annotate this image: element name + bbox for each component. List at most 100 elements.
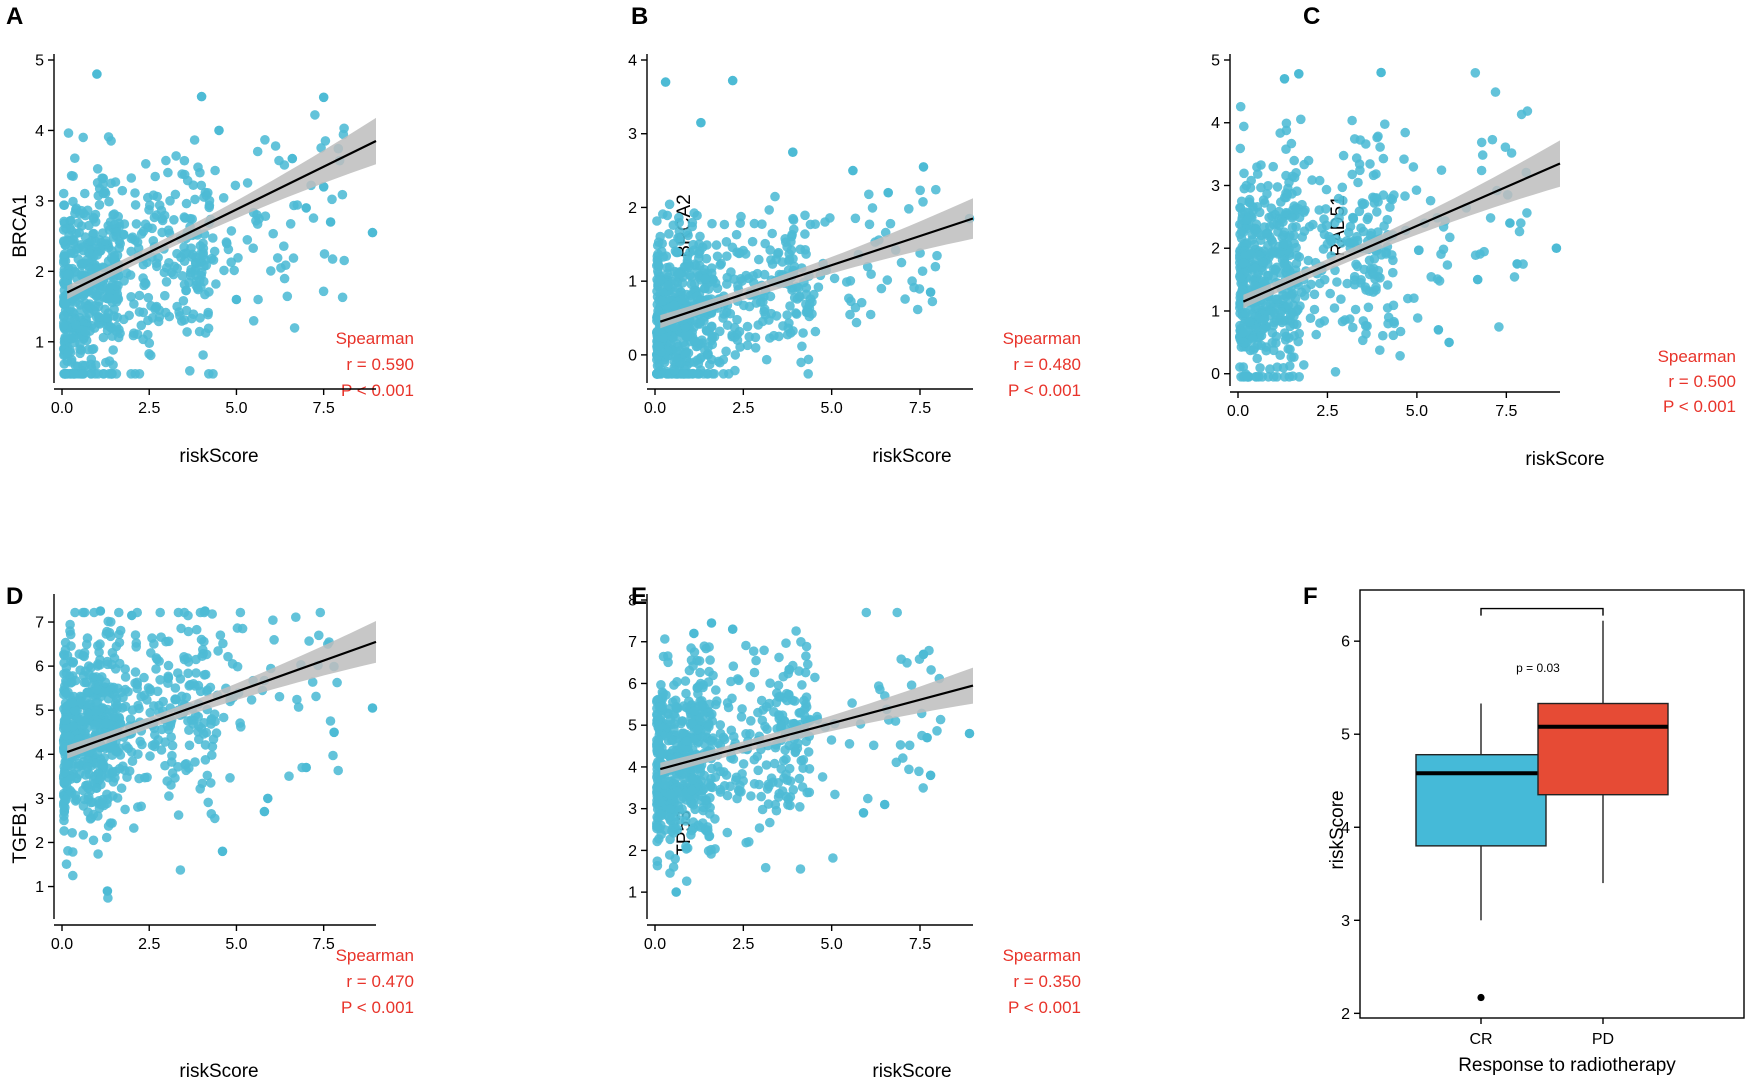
data-point (232, 623, 243, 633)
data-point (178, 296, 189, 306)
data-point (801, 651, 811, 661)
data-point (132, 677, 142, 688)
data-point (311, 691, 321, 702)
data-point (293, 702, 304, 712)
data-point (868, 740, 879, 751)
data-point (288, 253, 299, 263)
data-point (1442, 260, 1453, 270)
data-point (190, 194, 200, 205)
data-point (873, 681, 884, 691)
data-point (664, 812, 674, 823)
panel-d-stats-r: r = 0.470 (346, 972, 414, 991)
data-point (681, 844, 692, 854)
data-point (652, 251, 663, 262)
data-point (136, 320, 147, 331)
data-point (800, 210, 810, 221)
data-point (169, 215, 179, 225)
data-point (242, 178, 253, 188)
data-point (801, 702, 812, 712)
data-point (1253, 227, 1263, 238)
data-point (1364, 255, 1375, 266)
data-point (653, 276, 663, 287)
data-point (159, 267, 170, 278)
data-point (756, 695, 767, 706)
data-point (812, 711, 822, 722)
data-point (307, 677, 318, 687)
data-point (94, 796, 104, 806)
data-point (82, 304, 92, 314)
data-point (1338, 206, 1348, 217)
data-point (660, 634, 670, 644)
data-point (196, 180, 207, 191)
data-point (791, 626, 801, 636)
data-point (711, 685, 721, 695)
data-point (150, 304, 160, 315)
data-point (800, 229, 810, 239)
x-tick-label: 7.5 (909, 400, 931, 417)
data-point (145, 200, 155, 211)
data-point (879, 799, 890, 810)
data-point (218, 638, 228, 649)
data-point (114, 607, 124, 618)
data-point (866, 269, 876, 280)
panel-d-stats-p: P < 0.001 (341, 998, 414, 1017)
data-point (1505, 218, 1515, 228)
data-point (177, 271, 188, 281)
data-point (142, 695, 152, 705)
data-point (797, 680, 807, 690)
regression-line (66, 640, 377, 754)
box-body (1415, 753, 1547, 847)
panel-a-stats-method: Spearman (336, 329, 414, 348)
data-point (659, 780, 670, 790)
data-point (712, 283, 723, 294)
y-tick-label: 2 (35, 264, 44, 281)
panel-b-stats-p: P < 0.001 (1008, 381, 1081, 400)
data-point (1472, 274, 1483, 285)
data-point (1290, 205, 1300, 216)
data-point (932, 726, 942, 736)
data-point (337, 189, 348, 200)
data-point (1490, 87, 1501, 97)
data-point (652, 710, 663, 721)
data-point (59, 811, 69, 821)
significance-bracket (1480, 607, 1604, 616)
data-point (665, 789, 676, 800)
data-point (102, 659, 113, 670)
data-point (69, 369, 79, 379)
box-pd (1537, 620, 1669, 884)
data-point (166, 732, 176, 742)
data-point (708, 670, 718, 681)
data-point (844, 739, 855, 749)
x-tick-label: 5.0 (821, 400, 843, 417)
data-point (699, 641, 710, 651)
box-cr (1415, 703, 1547, 1002)
data-point (774, 788, 784, 799)
panel-c-plot: 0 1 2 3 4 5 0.0 2.5 5.0 7.5 (1211, 53, 1562, 420)
data-point (721, 237, 732, 247)
data-point (686, 830, 696, 840)
data-point (92, 178, 103, 188)
data-point (188, 309, 199, 320)
data-point (797, 782, 808, 792)
data-point (784, 254, 795, 265)
data-point (197, 267, 207, 278)
data-point (66, 170, 77, 181)
data-point (70, 607, 80, 618)
data-point (96, 285, 106, 296)
data-point (126, 246, 136, 257)
data-point (773, 710, 784, 720)
data-point (103, 893, 113, 903)
data-point (693, 724, 703, 735)
y-tick-label: 4 (35, 747, 44, 764)
data-point (1235, 143, 1246, 154)
data-point (98, 369, 109, 379)
data-point (749, 754, 760, 765)
data-point (754, 823, 765, 833)
data-point (71, 320, 81, 330)
data-point (664, 229, 674, 239)
data-point (1285, 361, 1295, 371)
data-point (153, 735, 164, 745)
data-point (707, 709, 717, 719)
data-point (709, 369, 719, 379)
data-point (784, 763, 795, 774)
